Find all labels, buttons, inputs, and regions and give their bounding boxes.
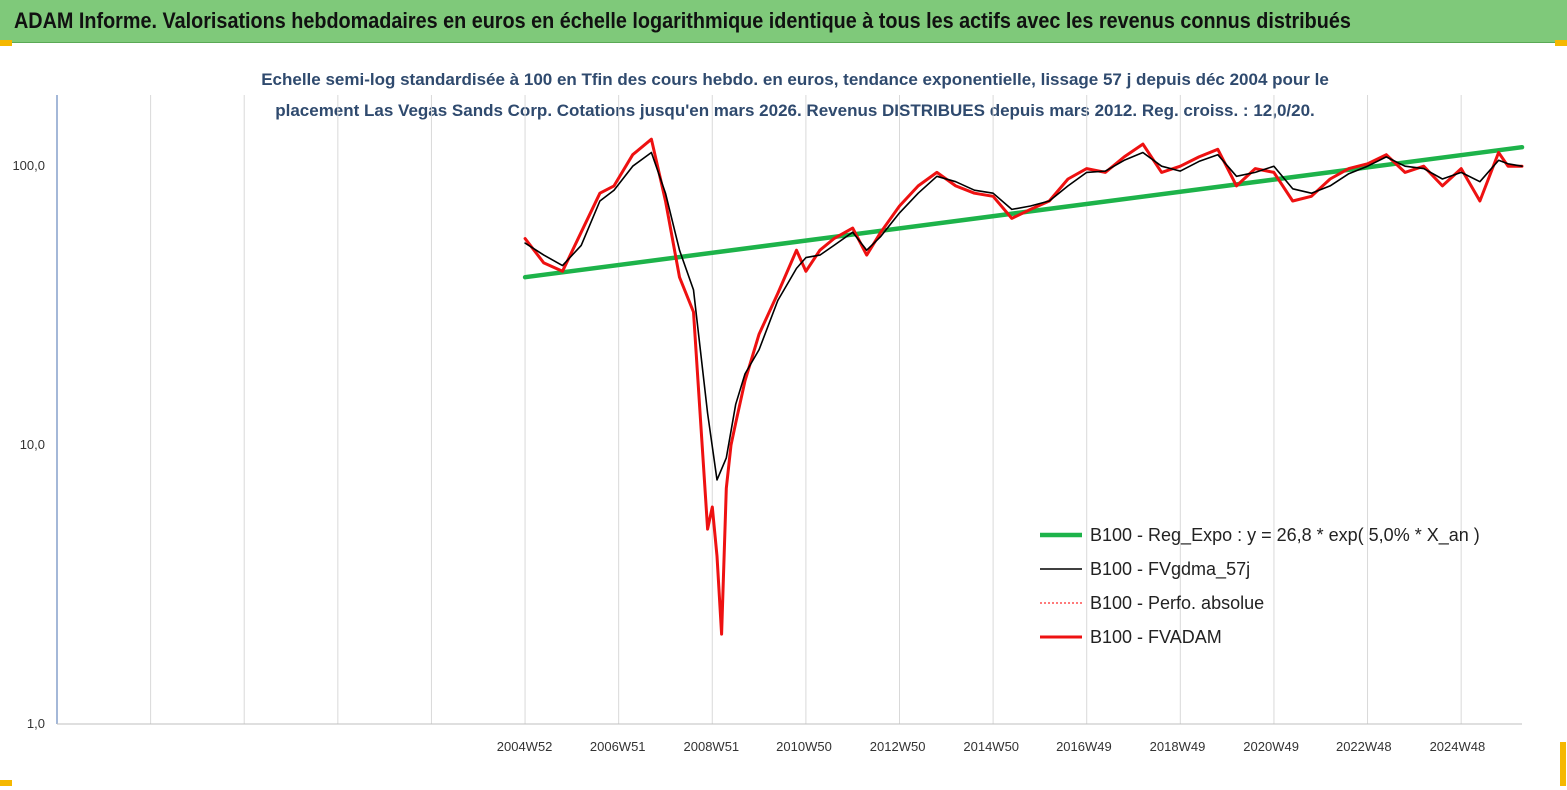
title-banner: ADAM Informe. Valorisations hebdomadaire… <box>0 0 1567 43</box>
grid-lines <box>56 95 1462 724</box>
x-tick-label: 2010W50 <box>776 739 832 754</box>
series-line-thin-black <box>524 151 1523 481</box>
chart-subtitle-line-2: placement Las Vegas Sands Corp. Cotation… <box>275 101 1315 120</box>
x-tick-label: 2014W50 <box>963 739 1019 754</box>
series-line-thick-red <box>523 137 1524 636</box>
x-tick-label: 2018W49 <box>1150 739 1206 754</box>
chart-subtitle-line-1: Echelle semi-log standardisée à 100 en T… <box>261 70 1329 89</box>
y-tick-labels: 1,0 10,0 100,0 <box>12 158 45 731</box>
corner-marker-top-left <box>0 40 12 46</box>
legend-label: B100 - FVgdma_57j <box>1090 559 1250 580</box>
x-tick-label: 2008W51 <box>684 739 740 754</box>
corner-marker-top-right <box>1555 40 1567 46</box>
series-lines <box>522 137 1525 636</box>
legend-label: B100 - FVADAM <box>1090 627 1222 647</box>
x-tick-label: 2022W48 <box>1336 739 1392 754</box>
legend-label: B100 - Reg_Expo : y = 26,8 * exp( 5,0% *… <box>1090 525 1480 546</box>
y-tick-label: 1,0 <box>27 716 45 731</box>
x-tick-label: 2012W50 <box>870 739 926 754</box>
corner-marker-bottom-right <box>1560 742 1566 786</box>
x-tick-label: 2016W49 <box>1056 739 1112 754</box>
x-tick-label: 2020W49 <box>1243 739 1299 754</box>
x-tick-label: 2006W51 <box>590 739 646 754</box>
corner-marker-bottom-left <box>0 780 12 786</box>
x-tick-label: 2004W52 <box>497 739 553 754</box>
legend-label: B100 - Perfo. absolue <box>1090 593 1264 613</box>
x-tick-label: 2024W48 <box>1430 739 1486 754</box>
x-tick-labels: 2004W52 2006W51 2008W51 2010W50 2012W50 2014W… <box>497 739 1485 754</box>
legend: B100 - Reg_Expo : y = 26,8 * exp( 5,0% *… <box>1040 525 1480 647</box>
y-tick-label: 10,0 <box>20 437 45 452</box>
page-title: ADAM Informe. Valorisations hebdomadaire… <box>14 8 1351 33</box>
y-tick-label: 100,0 <box>12 158 45 173</box>
